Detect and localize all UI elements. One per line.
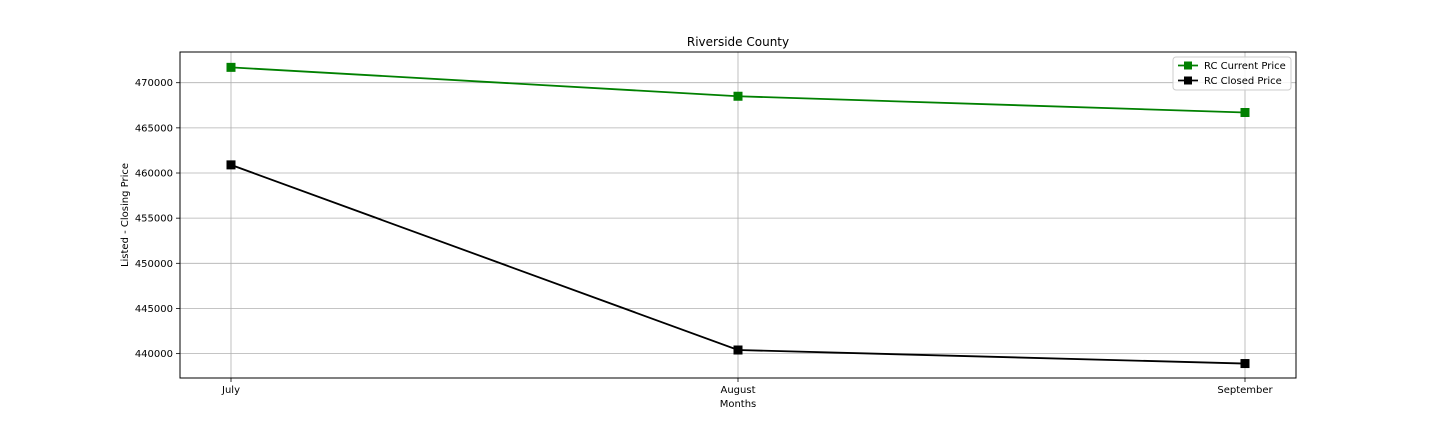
legend-label: RC Closed Price — [1204, 76, 1282, 87]
x-tick-label: July — [221, 385, 240, 396]
x-tick-label: September — [1217, 385, 1273, 396]
y-tick-label: 465000 — [135, 123, 173, 134]
series-2-point — [733, 345, 743, 355]
series-1-point — [1240, 108, 1250, 118]
series-1-point — [733, 91, 743, 101]
y-tick-label: 455000 — [135, 214, 173, 225]
y-tick-label: 450000 — [135, 259, 173, 270]
chart-title: Riverside County — [687, 35, 789, 49]
legend-label: RC Current Price — [1204, 61, 1286, 72]
series-1-point — [226, 62, 236, 72]
grid-lines — [180, 52, 1296, 378]
x-tick-label: August — [721, 385, 756, 396]
legend: RC Current Price RC Closed Price — [1172, 56, 1292, 91]
y-axis-label: Listed - Closing Price — [120, 163, 131, 267]
x-axis-label: Months — [720, 399, 757, 410]
x-axis-ticks: July August September — [221, 378, 1274, 396]
series-2-point — [1240, 359, 1250, 369]
y-tick-label: 470000 — [135, 78, 173, 89]
plot-frame — [179, 51, 1297, 379]
y-axis-ticks: 440000 445000 450000 455000 460000 465000 4700… — [135, 78, 180, 360]
series-2-point — [226, 160, 236, 170]
legend-marker — [1184, 61, 1192, 70]
legend-box — [1172, 56, 1292, 91]
series-group — [226, 62, 1250, 369]
y-tick-label: 445000 — [135, 304, 173, 315]
y-tick-label: 440000 — [135, 349, 173, 360]
legend-marker — [1184, 76, 1192, 85]
y-tick-label: 460000 — [135, 169, 173, 180]
